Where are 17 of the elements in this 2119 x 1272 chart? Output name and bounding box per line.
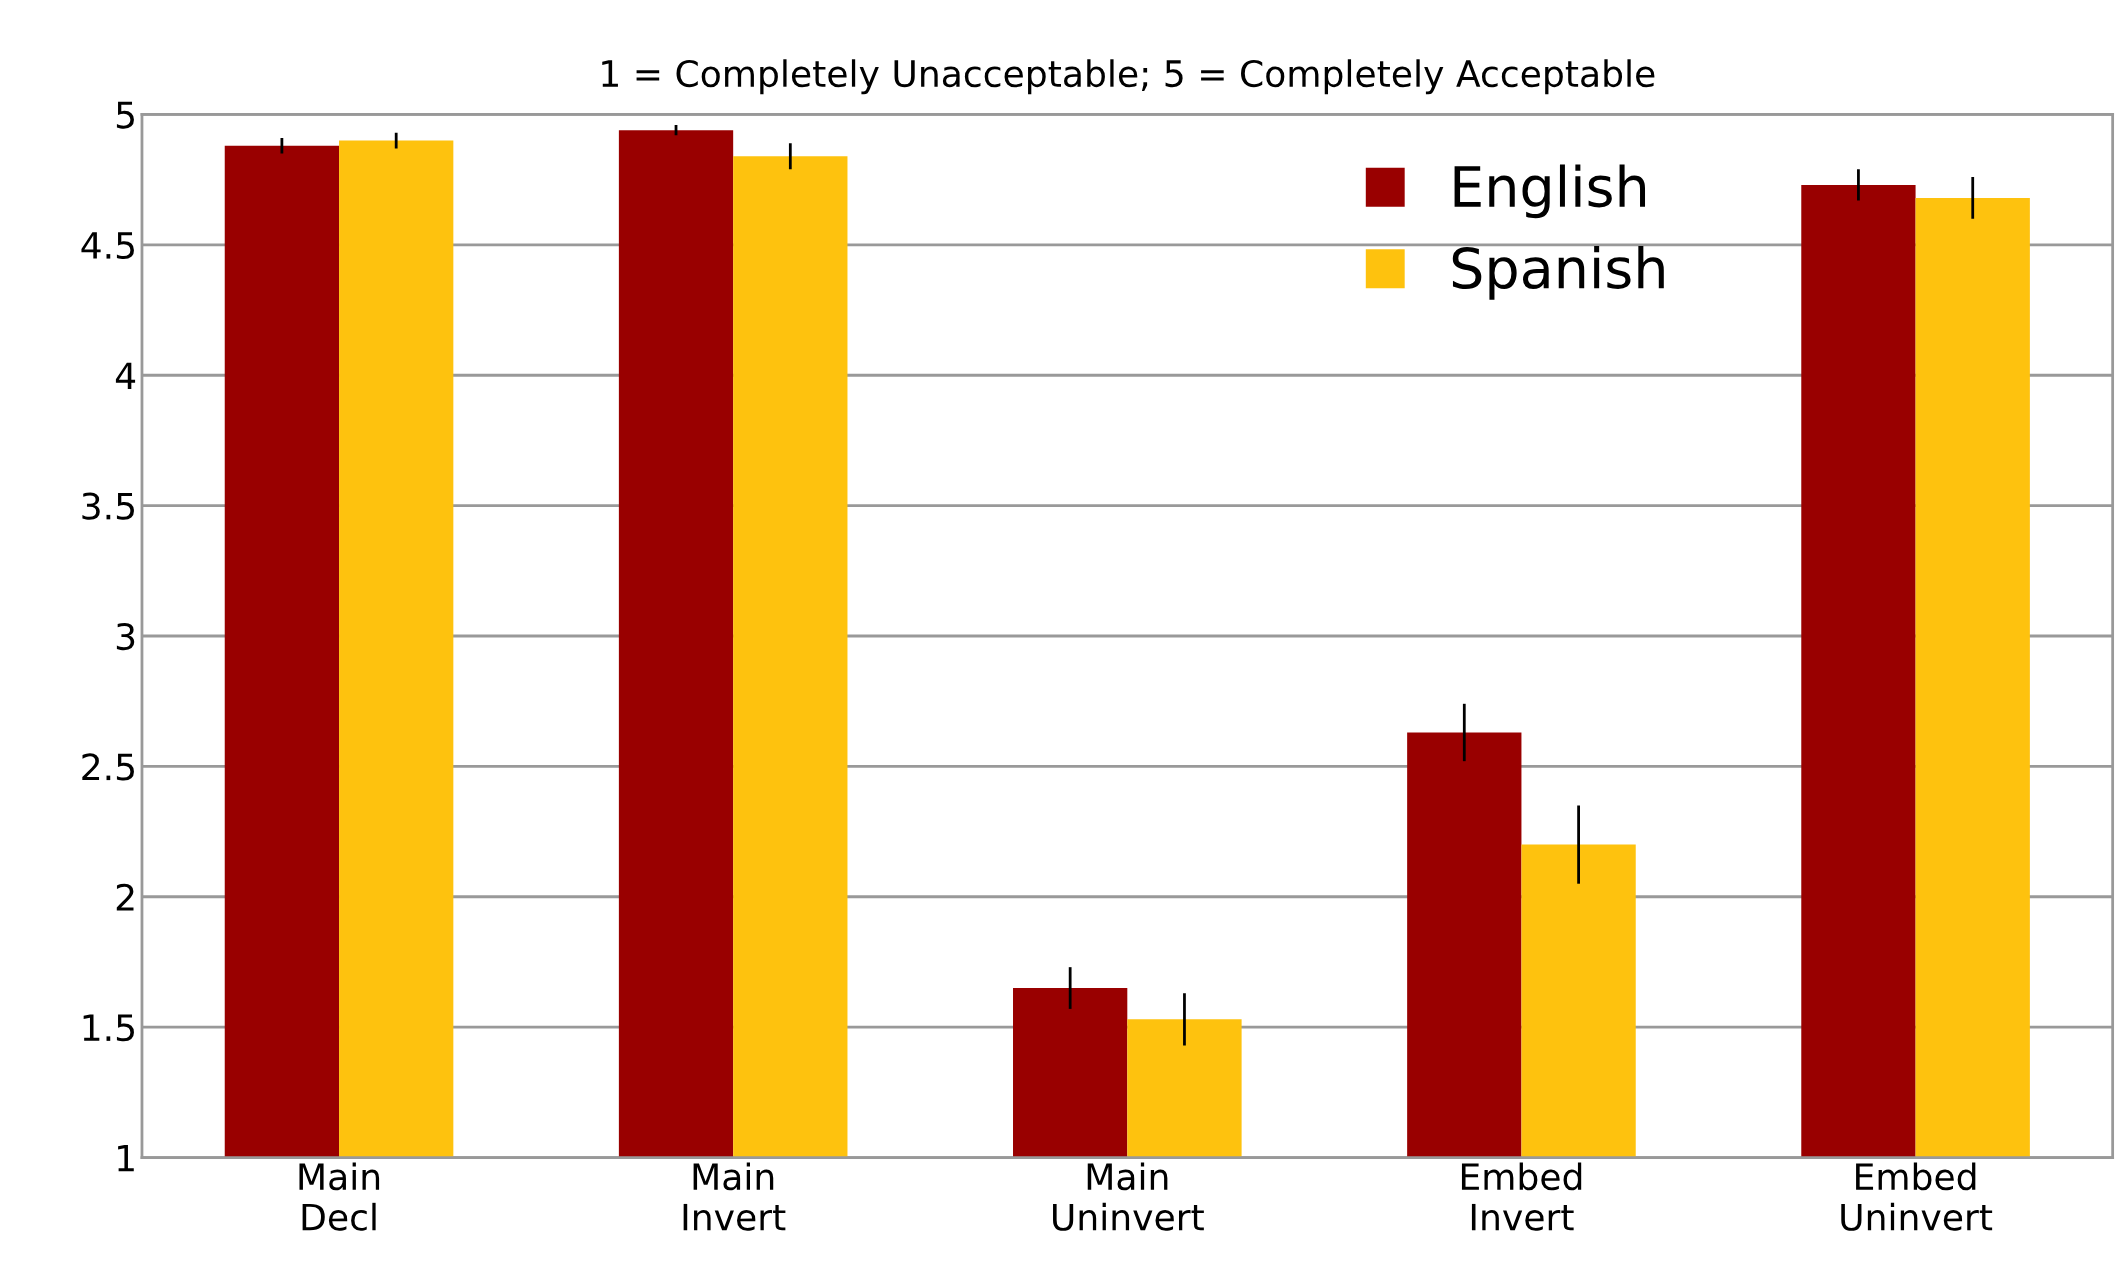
legend-label: Spanish (1452, 246, 1664, 300)
x-tick-label: Main Decl (299, 1162, 380, 1231)
x-tick-label: Embed Invert (1461, 1162, 1582, 1231)
x-tick-label: Embed Uninvert (1841, 1162, 1993, 1231)
y-tick-label: 2.5 (82, 753, 134, 781)
y-tick-label: 1 (118, 1144, 134, 1172)
x-tick-label: Main Invert (683, 1162, 786, 1231)
legend-label: English (1454, 164, 1646, 219)
y-tick-label: 4.5 (81, 232, 134, 260)
y-tick-label: 4 (115, 362, 136, 389)
y-tick-label: 5 (116, 101, 134, 129)
chart-title: 1 = Completely Unacceptable; 5 = Completely Acceptable (602, 59, 1655, 95)
y-tick-label: 3.5 (82, 492, 134, 520)
y-tick-label: 2 (116, 883, 134, 911)
x-tick-label: Main Uninvert (1053, 1162, 1204, 1231)
y-tick-label: 3 (116, 622, 135, 651)
y-tick-label: 1.5 (83, 1014, 134, 1042)
